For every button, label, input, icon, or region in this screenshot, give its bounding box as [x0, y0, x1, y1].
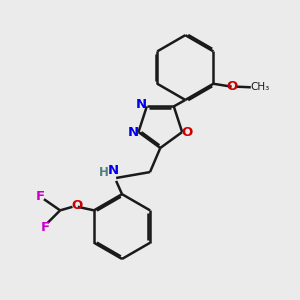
Text: N: N	[108, 164, 119, 177]
Text: O: O	[226, 80, 238, 93]
Text: CH₃: CH₃	[251, 82, 270, 92]
Text: O: O	[182, 126, 193, 139]
Text: F: F	[36, 190, 45, 203]
Text: F: F	[41, 220, 50, 234]
Text: N: N	[128, 126, 139, 139]
Text: H: H	[99, 166, 109, 179]
Text: O: O	[72, 199, 83, 212]
Text: N: N	[136, 98, 147, 111]
